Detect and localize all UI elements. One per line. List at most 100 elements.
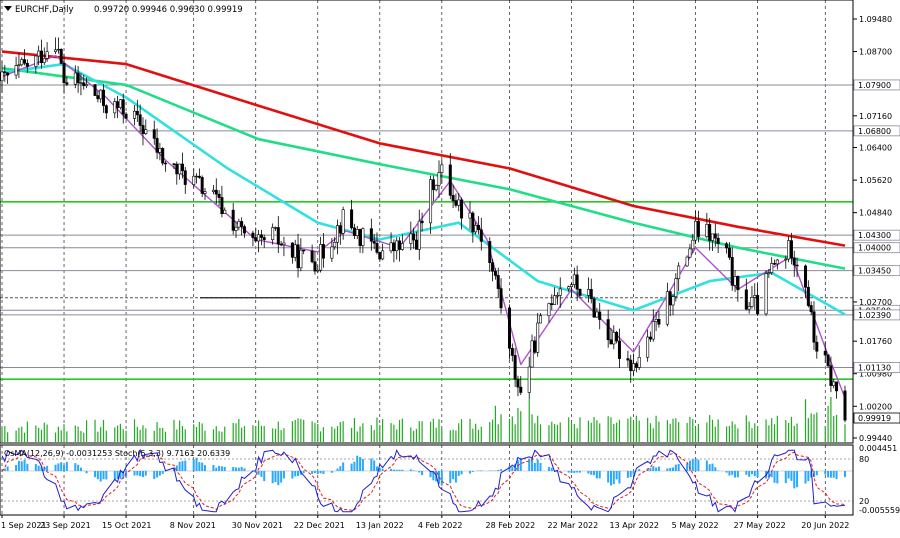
osma-bar [790, 471, 792, 481]
osma-bar [221, 466, 223, 471]
candle-body [173, 164, 175, 165]
candle-body [714, 234, 716, 238]
candle-body [610, 340, 612, 344]
candle-body [162, 148, 164, 163]
osma-bar [215, 468, 217, 471]
level-price-label: 1.07900 [858, 81, 891, 90]
candle-body [212, 190, 214, 191]
candle-body [181, 164, 183, 171]
osma-bar [576, 471, 578, 473]
candle-body [139, 115, 141, 126]
candle-body [85, 85, 87, 86]
candle-body [635, 364, 637, 368]
osma-bar [757, 471, 759, 477]
candle-body [116, 102, 118, 108]
candle-body [528, 367, 530, 392]
candle-body [472, 213, 474, 232]
candle-body [810, 306, 812, 312]
osma-bar [697, 460, 699, 471]
candle-body [697, 221, 699, 236]
price-tick-label: 1.04840 [859, 209, 892, 218]
osma-bar [706, 460, 708, 471]
osma-bar [356, 456, 358, 471]
osma-bar [675, 465, 677, 471]
osma-bar [390, 469, 392, 471]
candle-body [390, 243, 392, 251]
candle-body [692, 240, 694, 249]
osma-bar [627, 471, 629, 478]
candle-body [830, 366, 832, 386]
osma-bar [153, 471, 155, 479]
osma-bar [74, 463, 76, 471]
osma-bar [793, 471, 795, 488]
price-tick-label: 1.07160 [859, 112, 892, 121]
candle-body [717, 238, 719, 244]
candle-body [441, 165, 443, 173]
osma-bar [97, 471, 99, 479]
osma-bar [511, 467, 513, 471]
osma-bar [500, 469, 502, 471]
candle-body [26, 63, 28, 66]
osma-bar [689, 461, 691, 471]
osma-bar [754, 471, 756, 476]
candle-body [302, 250, 304, 251]
osma-bar [291, 471, 293, 479]
osma-bar [258, 471, 260, 475]
candle-body [80, 83, 82, 84]
candle-body [37, 51, 39, 56]
candle-body [745, 290, 747, 309]
osma-bar [497, 470, 499, 471]
osma-bar [297, 471, 299, 476]
candle-body [60, 49, 62, 63]
candle-body [353, 228, 355, 236]
candle-body [652, 322, 654, 340]
time-tick-label: 13 Jan 2022 [356, 521, 404, 530]
osma-bar [421, 471, 423, 475]
candle-body [333, 242, 335, 247]
candle-body [122, 100, 124, 114]
candle-body [646, 337, 648, 357]
candle-body [432, 180, 434, 190]
osma-bar [193, 459, 195, 471]
osma-bar [534, 463, 536, 471]
osma-bar [353, 462, 355, 471]
candle-body [21, 60, 23, 65]
osma-bar [480, 470, 482, 471]
candle-body [201, 177, 203, 193]
candle-body [238, 221, 240, 227]
osma-bar [734, 471, 736, 478]
osma-bar [649, 468, 651, 471]
candle-body [195, 176, 197, 177]
candle-body [125, 114, 127, 118]
candle-body [559, 289, 561, 296]
candle-body [379, 252, 381, 259]
osma-bar [401, 470, 403, 471]
osma-bar [613, 471, 615, 484]
candle-body [599, 312, 601, 320]
candle-body [415, 240, 417, 249]
osma-bar [280, 471, 282, 483]
candle-body [255, 238, 257, 241]
indicator-tick-label: 20 [859, 497, 869, 506]
candle-body [94, 85, 96, 96]
osma-bar [593, 471, 595, 475]
candle-body [534, 341, 536, 352]
osma-bar [263, 471, 265, 481]
candle-body [452, 195, 454, 200]
osma-bar [272, 471, 274, 483]
candle-body [102, 90, 104, 106]
price-tick-label: 1.08700 [859, 48, 892, 57]
candle-body [672, 297, 674, 305]
candle-body [429, 180, 431, 223]
osma-bar [351, 464, 353, 471]
osma-bar [24, 460, 26, 471]
osma-bar [745, 471, 747, 475]
candle-body [381, 251, 383, 259]
candle-body [204, 192, 206, 194]
candle-body [449, 165, 451, 195]
osma-bar [55, 465, 57, 471]
candle-body [785, 259, 787, 260]
osma-bar [587, 471, 589, 474]
